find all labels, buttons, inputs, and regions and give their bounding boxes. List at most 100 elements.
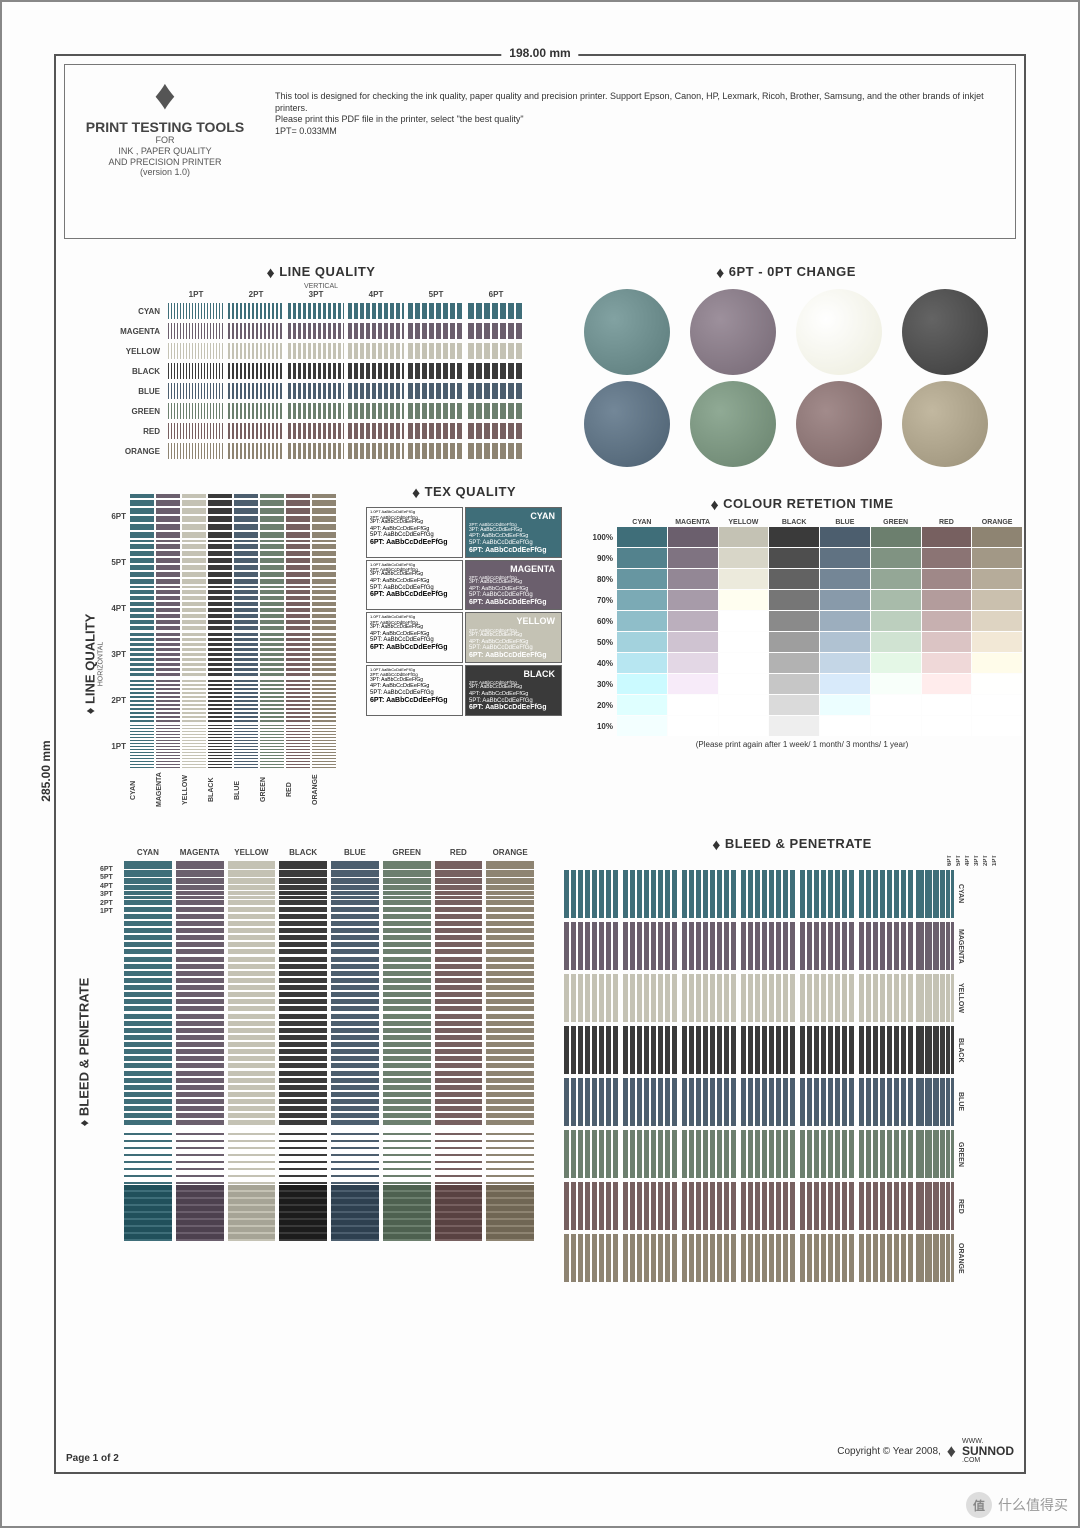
lqv-cell bbox=[468, 303, 524, 319]
lqv-cell bbox=[168, 363, 224, 379]
lqv-cell bbox=[168, 423, 224, 439]
crt-cell bbox=[617, 632, 667, 652]
lqh-pt-label: 6PT bbox=[106, 512, 128, 521]
bp1-seg bbox=[176, 885, 224, 890]
crt-note: (Please print again after 1 week/ 1 mont… bbox=[582, 740, 1022, 749]
bp1-col-head: ORANGE bbox=[486, 848, 534, 857]
bp2-block bbox=[680, 1026, 738, 1074]
bp1-block bbox=[228, 1014, 276, 1070]
bp1-title: ♦ BLEED & PENETRATE bbox=[77, 978, 92, 1127]
bp1-block bbox=[228, 1071, 276, 1127]
crt-col-head: CYAN bbox=[617, 519, 667, 526]
crt-cell bbox=[668, 632, 718, 652]
bp1-block bbox=[124, 1128, 172, 1184]
bp1-block bbox=[176, 1185, 224, 1241]
texq-box-color: YELLOW 2PT: AaBbCcDdEeFfGg 3PT: AaBbCcDd… bbox=[465, 612, 562, 663]
texq-box-color: MAGENTA 2PT: AaBbCcDdEeFfGg 3PT: AaBbCcD… bbox=[465, 560, 562, 611]
crt-cell bbox=[617, 695, 667, 715]
copyright: Copyright © Year 2008, ♦ WWW. SUNNOD .CO… bbox=[837, 1438, 1014, 1464]
header-box: ♦ PRINT TESTING TOOLS FOR INK , PAPER QU… bbox=[64, 64, 1016, 239]
lqv-row-label: RED bbox=[106, 427, 164, 436]
crt-cell bbox=[668, 716, 718, 736]
lqv-col-head: 4PT bbox=[348, 290, 404, 299]
crt-cell bbox=[769, 695, 819, 715]
bp2-title: BLEED & PENETRATE bbox=[562, 836, 1022, 855]
lqv-cell bbox=[408, 303, 464, 319]
crt-cell bbox=[820, 548, 870, 568]
bp1-block bbox=[228, 1128, 276, 1184]
bp2-block bbox=[798, 1234, 856, 1282]
bp1-col bbox=[383, 861, 431, 1241]
lqv-row-label: CYAN bbox=[106, 307, 164, 316]
lqh-cell bbox=[234, 724, 258, 768]
lqv-cell bbox=[288, 343, 344, 359]
header-left: ♦ PRINT TESTING TOOLS FOR INK , PAPER QU… bbox=[65, 65, 265, 238]
crt-cell bbox=[922, 527, 972, 547]
crt-cell bbox=[871, 527, 921, 547]
bp1-seg bbox=[331, 870, 379, 877]
bp1-block bbox=[124, 1014, 172, 1070]
lqv-cell bbox=[288, 323, 344, 339]
bp1-col-head: BLACK bbox=[279, 848, 327, 857]
bp2-block bbox=[562, 922, 620, 970]
lqv-cell bbox=[468, 343, 524, 359]
bp1-block bbox=[331, 1128, 379, 1184]
crt-cell bbox=[820, 590, 870, 610]
lqv-title: LINE QUALITY bbox=[106, 264, 536, 283]
pt-change-circles: 6PT - 0PT CHANGE bbox=[566, 264, 1006, 467]
bp2-block bbox=[798, 974, 856, 1022]
bp1-col bbox=[279, 861, 327, 1241]
lqv-cell bbox=[168, 343, 224, 359]
bp1-col-head: YELLOW bbox=[228, 848, 276, 857]
bp1-seg bbox=[279, 878, 327, 884]
bp2-seg bbox=[933, 1182, 939, 1230]
brand-suf: .COM bbox=[962, 1457, 1014, 1464]
bp2-seg bbox=[940, 922, 945, 970]
bp2-seg bbox=[925, 922, 932, 970]
lqh-cell bbox=[182, 494, 206, 538]
lqv-cell bbox=[288, 423, 344, 439]
bp1-seg bbox=[228, 878, 276, 884]
crt-cell bbox=[719, 653, 769, 673]
bp1-seg bbox=[486, 878, 534, 884]
gradient-circle bbox=[584, 381, 670, 467]
bp2-seg bbox=[940, 870, 945, 918]
bp1-seg bbox=[176, 891, 224, 895]
lqv-cell bbox=[288, 363, 344, 379]
brand: WWW. SUNNOD .COM bbox=[962, 1438, 1014, 1464]
crt-cell bbox=[668, 695, 718, 715]
bp2-row-label: CYAN bbox=[955, 884, 964, 903]
lqv-row-label: BLUE bbox=[106, 387, 164, 396]
drop-icon: ♦ bbox=[65, 71, 265, 119]
tex-quality: TEX QUALITY 1.0PT AaBbCcDdEeFfGg 2PT: Aa… bbox=[366, 484, 562, 716]
bp2-block bbox=[562, 870, 620, 918]
gradient-circle bbox=[690, 381, 776, 467]
bp1-block bbox=[486, 1128, 534, 1184]
lqv-cell bbox=[168, 383, 224, 399]
lqv-cell bbox=[408, 343, 464, 359]
crt-cell bbox=[871, 632, 921, 652]
bp2-seg bbox=[916, 922, 924, 970]
bp2-block bbox=[739, 1182, 797, 1230]
bp2-row: ORANGE bbox=[562, 1234, 1022, 1282]
crt-row-label: 30% bbox=[582, 680, 616, 689]
bp1-seg bbox=[383, 870, 431, 877]
crt-cell bbox=[617, 611, 667, 631]
lqh-cell bbox=[130, 724, 154, 768]
bp1-block bbox=[279, 1128, 327, 1184]
crt-row-label: 60% bbox=[582, 617, 616, 626]
bp1-seg bbox=[435, 891, 483, 895]
bp1-block bbox=[279, 1071, 327, 1127]
bp2-block bbox=[680, 1234, 738, 1282]
crt-cell bbox=[668, 527, 718, 547]
bp2-block bbox=[857, 974, 915, 1022]
bp2-seg bbox=[951, 1078, 954, 1126]
bp2-block bbox=[562, 1078, 620, 1126]
bp2-seg bbox=[951, 1182, 954, 1230]
lqh-cell bbox=[312, 724, 336, 768]
bp1-seg bbox=[383, 891, 431, 895]
bp2-seg bbox=[946, 1078, 950, 1126]
lqh-cell bbox=[286, 678, 310, 722]
lqh-cell bbox=[260, 724, 284, 768]
bp2-seg bbox=[951, 1130, 954, 1178]
